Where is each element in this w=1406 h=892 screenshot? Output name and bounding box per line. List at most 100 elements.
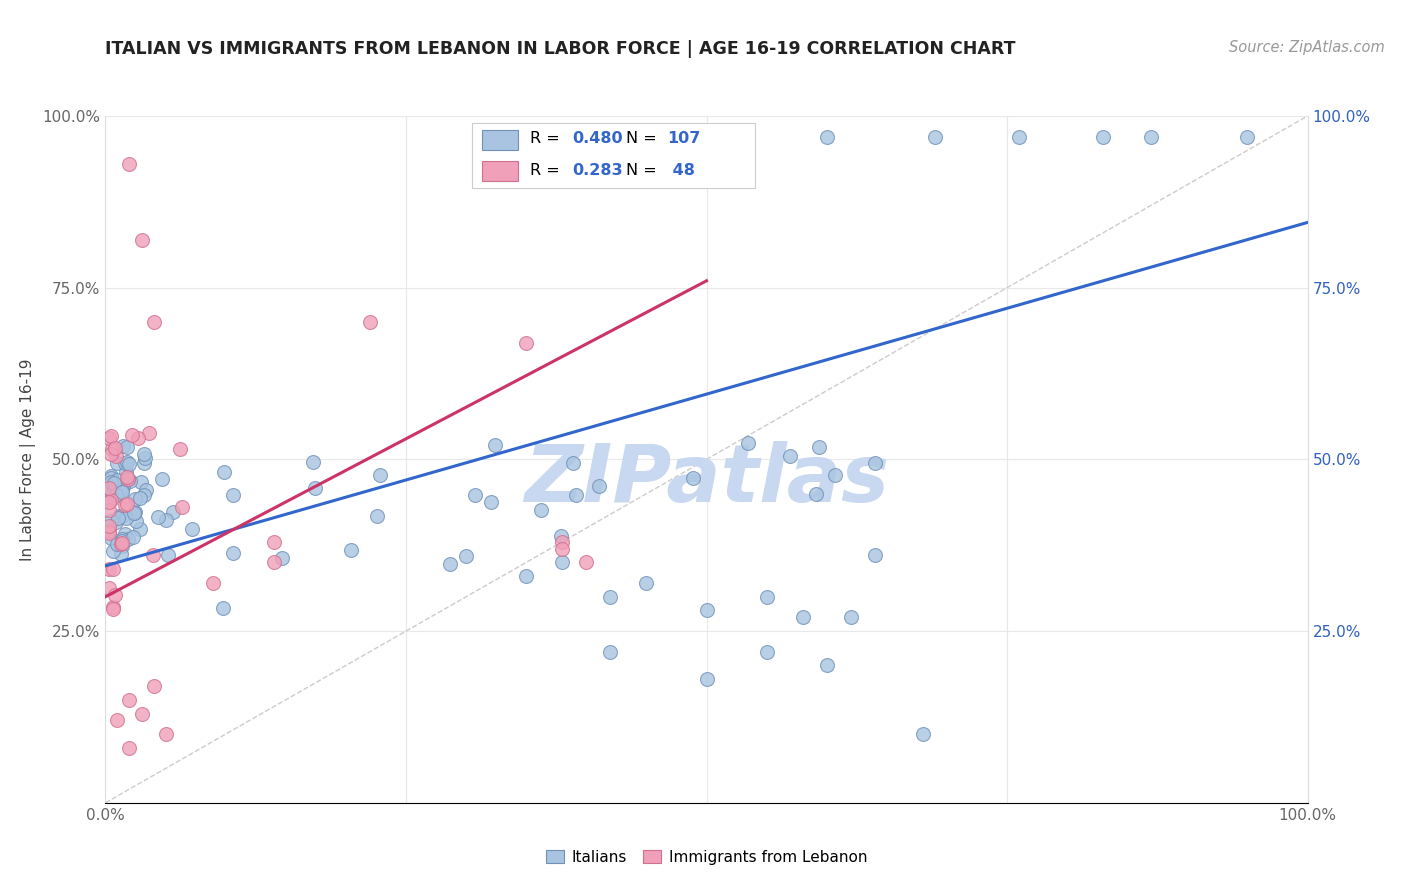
Point [114,527,136,541]
Point [107,511,129,525]
Point [1008,129,1031,144]
Point [115,469,138,483]
Point [100,471,122,485]
Point [100,514,122,528]
Point [515,335,537,350]
Point [129,522,152,536]
Point [101,480,124,494]
Point [169,442,191,456]
Point [263,534,285,549]
Point [212,465,235,479]
Point [124,492,146,507]
Point [132,447,155,461]
Point [359,315,381,329]
Point [111,485,134,500]
Point [100,469,122,483]
Point [117,472,139,486]
Point [146,509,169,524]
Point [115,510,138,524]
Point [98,503,121,517]
Point [100,447,122,461]
Point [103,600,125,615]
Point [575,555,598,570]
Point [105,488,128,502]
Point [150,473,173,487]
Point [737,435,759,450]
Point [122,506,145,520]
Point [98,431,121,445]
Point [111,532,134,546]
Point [104,441,127,455]
Point [98,525,121,540]
Point [101,602,124,616]
Point [98,524,121,538]
Point [128,491,150,506]
Point [454,549,477,563]
Point [222,546,245,560]
Point [530,503,553,517]
Point [463,488,485,502]
Point [155,513,177,527]
Point [100,492,122,507]
Point [599,590,621,604]
Point [131,706,153,721]
Point [122,530,145,544]
Point [105,456,128,470]
Point [105,537,128,551]
Point [110,537,132,551]
Text: R =: R = [530,131,565,146]
Text: N =: N = [626,163,662,178]
Point [1140,129,1163,144]
Point [755,590,778,604]
Point [863,548,886,562]
Point [111,540,134,554]
Point [100,429,122,443]
Text: 0.283: 0.283 [572,163,623,178]
Point [117,532,139,546]
Point [100,531,122,545]
Point [118,458,141,472]
Point [135,483,157,498]
Point [551,555,574,570]
Point [1236,129,1258,144]
Point [118,692,141,706]
Point [368,468,391,483]
Point [125,514,148,528]
Point [111,480,134,494]
Point [366,509,388,524]
Point [181,522,204,536]
Text: N =: N = [626,131,662,146]
Point [263,555,285,570]
Point [110,485,132,500]
Point [100,475,122,490]
Point [924,129,946,144]
Point [804,486,827,500]
Point [117,455,139,469]
FancyBboxPatch shape [472,123,755,188]
Point [515,569,537,583]
Point [479,495,502,509]
Point [561,456,583,470]
Point [682,471,704,485]
Point [815,658,838,673]
Point [162,505,184,519]
Point [121,427,143,442]
Point [107,538,129,552]
Text: 48: 48 [666,163,695,178]
Point [550,529,572,543]
Point [211,600,233,615]
Point [104,515,127,529]
Point [124,505,146,519]
Point [484,438,506,452]
Point [111,483,134,498]
Point [107,714,129,728]
Point [98,481,121,495]
Point [122,506,145,520]
Point [157,548,180,562]
Point [131,233,153,247]
Point [132,456,155,470]
Point [98,581,121,595]
Point [103,543,125,558]
Point [111,509,134,524]
Point [172,500,194,515]
